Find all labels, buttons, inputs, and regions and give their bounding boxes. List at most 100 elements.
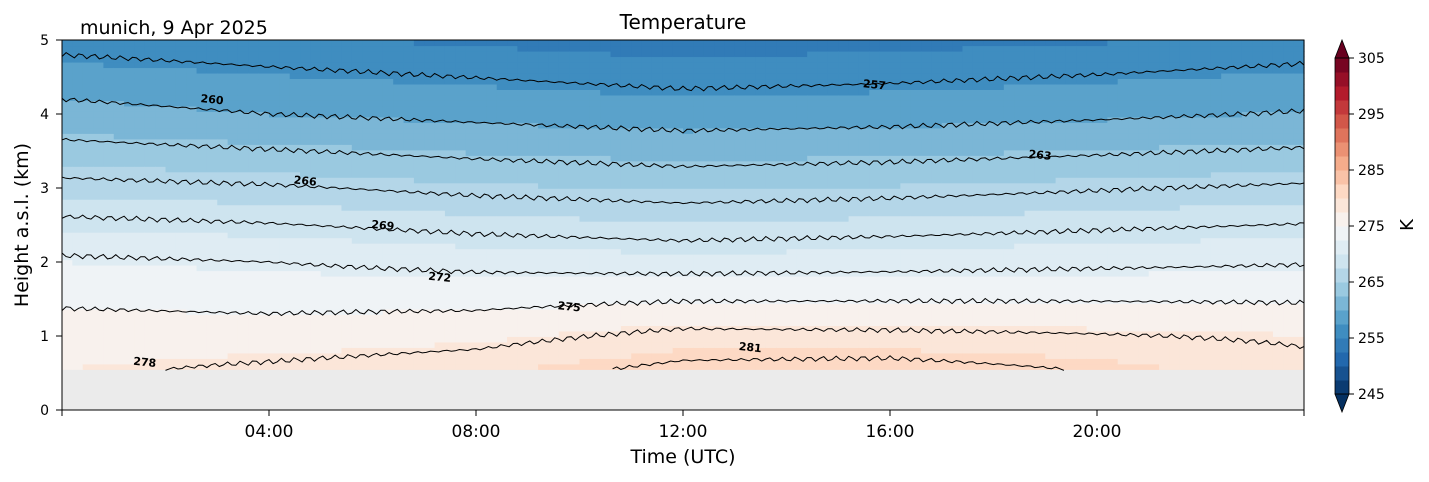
temperature-cell [237, 363, 249, 370]
temperature-cell [382, 215, 394, 222]
temperature-cell [848, 83, 860, 90]
temperature-cell [827, 144, 839, 151]
temperature-cell [548, 149, 560, 156]
temperature-cell [165, 105, 177, 112]
temperature-cell [827, 330, 839, 337]
temperature-cell [341, 319, 353, 326]
temperature-cell [848, 243, 860, 250]
temperature-cell [134, 248, 146, 255]
temperature-cell [486, 314, 498, 321]
temperature-cell [476, 116, 487, 123]
temperature-cell [258, 171, 270, 178]
temperature-cell [372, 358, 384, 365]
temperature-cell [248, 61, 260, 69]
temperature-cell [858, 341, 870, 348]
temperature-cell [641, 138, 653, 145]
temperature-cell [455, 221, 467, 228]
temperature-cell [610, 314, 622, 321]
temperature-cell [206, 270, 218, 277]
temperature-cell [62, 94, 73, 101]
temperature-cell [279, 122, 291, 129]
temperature-cell [227, 210, 239, 217]
temperature-cell [631, 166, 643, 173]
temperature-cell [351, 341, 363, 348]
temperature-cell [683, 363, 694, 370]
temperature-cell [579, 171, 591, 178]
temperature-cell [175, 243, 187, 250]
temperature-cell [579, 259, 591, 266]
temperature-cell [248, 232, 260, 239]
temperature-cell [372, 177, 384, 184]
temperature-cell [558, 319, 570, 326]
temperature-cell [548, 325, 560, 332]
temperature-cell [641, 45, 653, 52]
temperature-cell [879, 292, 891, 299]
temperature-cell [807, 116, 819, 123]
temperature-cell [196, 144, 208, 151]
temperature-cell [507, 94, 518, 101]
temperature-cell [538, 166, 550, 173]
temperature-cell [817, 347, 829, 354]
temperature-cell [620, 50, 632, 58]
temperature-cell [527, 254, 539, 261]
temperature-cell [538, 286, 550, 294]
temperature-cell [745, 50, 757, 58]
temperature-cell [465, 122, 477, 129]
temperature-cell [289, 325, 301, 332]
temperature-cell [558, 111, 570, 118]
temperature-cell [724, 105, 736, 112]
temperature-cell [693, 286, 705, 294]
temperature-cell [93, 122, 104, 129]
temperature-cell [693, 330, 705, 337]
temperature-cell [341, 270, 353, 277]
temperature-cell [890, 166, 901, 173]
temperature-cell [300, 50, 311, 58]
temperature-cell [310, 319, 322, 326]
temperature-cell [683, 111, 694, 118]
temperature-cell [631, 276, 643, 283]
temperature-cell [331, 330, 343, 337]
temperature-cell [683, 133, 694, 140]
temperature-cell [455, 50, 467, 58]
temperature-cell [745, 127, 757, 134]
temperature-cell [900, 243, 912, 250]
temperature-cell [413, 243, 425, 250]
temperature-cell [631, 94, 643, 101]
temperature-cell [620, 358, 632, 365]
temperature-cell [765, 270, 777, 277]
temperature-cell [786, 50, 798, 58]
temperature-cell [848, 122, 860, 129]
temperature-cell [631, 341, 643, 348]
temperature-cell [341, 182, 353, 189]
temperature-cell [910, 363, 922, 370]
temperature-cell [310, 160, 322, 167]
temperature-cell [890, 319, 901, 326]
temperature-cell [776, 89, 788, 96]
temperature-cell [72, 237, 84, 244]
temperature-cell [62, 265, 73, 272]
temperature-cell [351, 50, 363, 58]
temperature-cell [672, 303, 684, 310]
temperature-cell [424, 292, 436, 299]
temperature-cell [258, 281, 270, 288]
temperature-cell [320, 341, 332, 348]
temperature-cell [589, 138, 601, 145]
temperature-cell [848, 72, 860, 80]
temperature-cell [372, 72, 384, 80]
temperature-cell [496, 67, 508, 74]
temperature-cell [807, 83, 819, 90]
temperature-cell [341, 358, 353, 365]
temperature-cell [683, 67, 694, 74]
temperature-cell [289, 297, 301, 305]
temperature-cell [341, 40, 353, 47]
temperature-cell [62, 215, 73, 222]
temperature-cell [113, 94, 125, 101]
temperature-cell [631, 122, 643, 129]
temperature-cell [476, 50, 487, 58]
temperature-cell [258, 259, 270, 266]
temperature-cell [558, 215, 570, 222]
temperature-cell [72, 193, 84, 200]
temperature-cell [103, 89, 115, 96]
temperature-cell [507, 221, 518, 228]
temperature-cell [165, 292, 177, 299]
